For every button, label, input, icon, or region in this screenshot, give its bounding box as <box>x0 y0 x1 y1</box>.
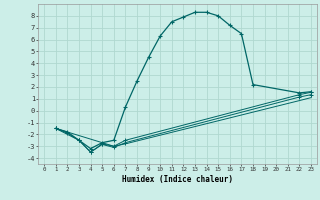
X-axis label: Humidex (Indice chaleur): Humidex (Indice chaleur) <box>122 175 233 184</box>
